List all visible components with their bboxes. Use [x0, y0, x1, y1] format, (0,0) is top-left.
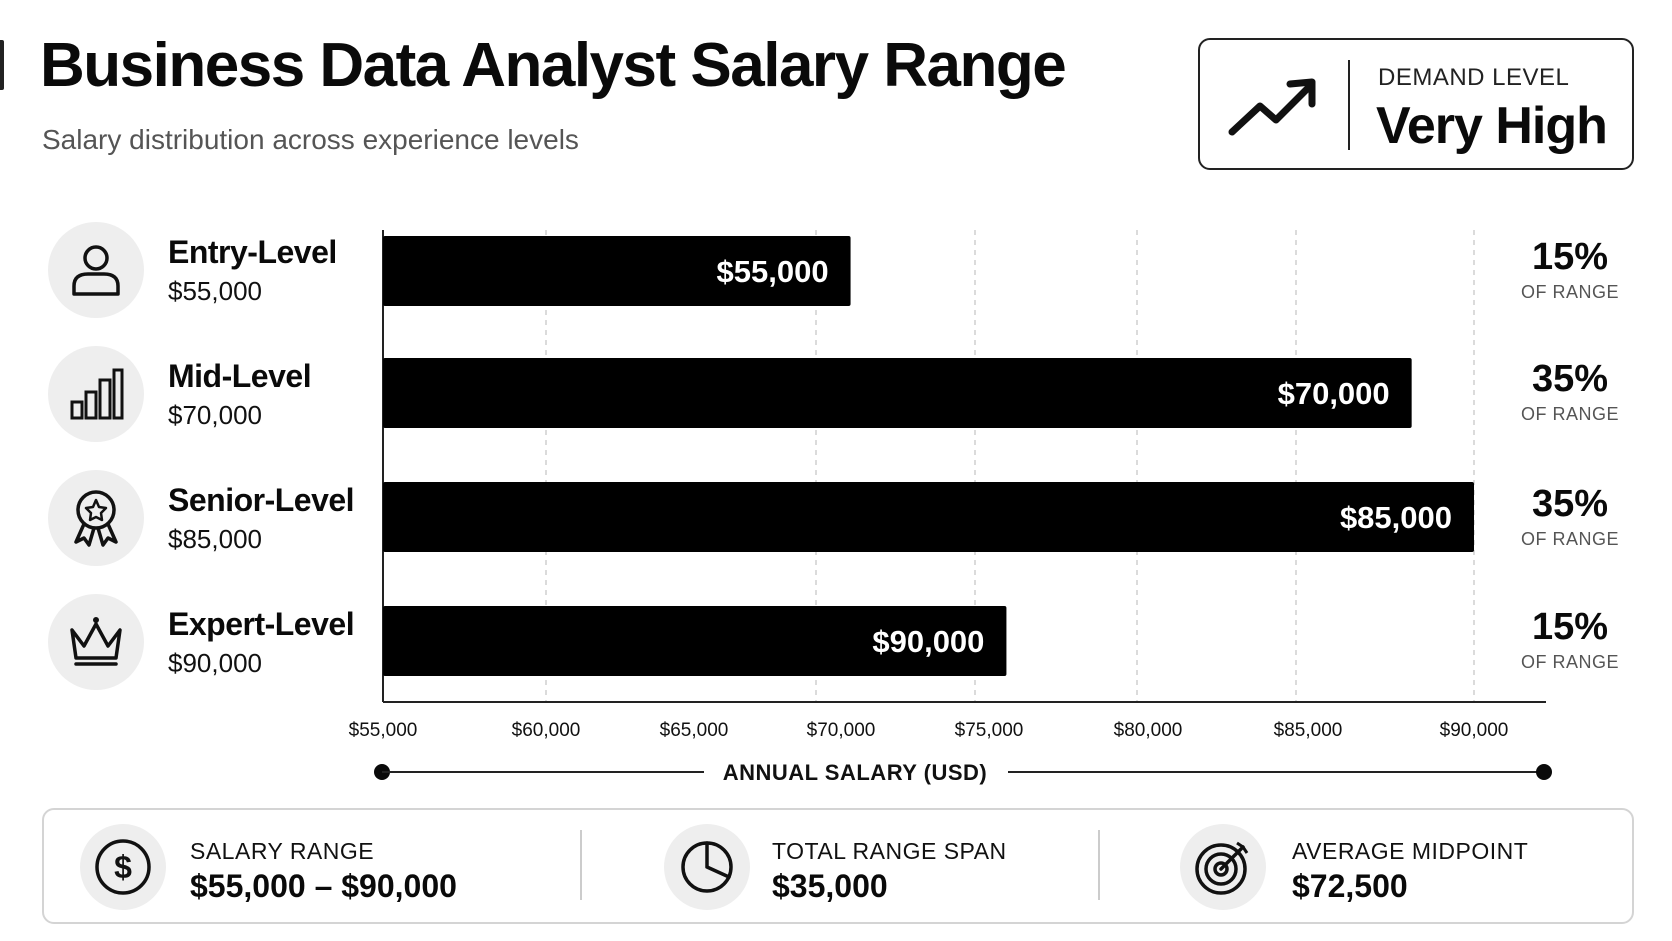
edge-mark	[0, 40, 4, 90]
stat-value-average-midpoint: $72,500	[1292, 868, 1408, 904]
crown-icon	[70, 617, 122, 666]
bar-entry-level	[383, 236, 851, 306]
level-salary-entry: $55,000	[168, 276, 262, 306]
x-tick-label: $85,000	[1274, 720, 1343, 741]
pie-chart-icon	[681, 841, 733, 893]
bar-value-label: $85,000	[1340, 500, 1452, 535]
x-axis-title: ANNUAL SALARY (USD)	[722, 760, 988, 785]
bar-mid-level	[383, 358, 1412, 428]
level-salary-expert: $90,000	[168, 648, 262, 678]
axis-line-left	[382, 771, 704, 773]
level-salary-senior: $85,000	[168, 524, 262, 554]
axis-line-right	[1008, 771, 1544, 773]
level-salary-mid: $70,000	[168, 400, 262, 430]
target-icon	[1195, 841, 1249, 895]
demand-level-card: DEMAND LEVEL Very High	[1198, 38, 1634, 170]
bar-chart-icon	[70, 368, 124, 420]
share-percent-expert: 15%	[1531, 606, 1609, 648]
stat-label-average-midpoint: AVERAGE MIDPOINT	[1292, 838, 1529, 864]
target-icon-badge	[1180, 824, 1266, 910]
axis-end-dot	[1536, 764, 1552, 780]
bar-chart-icon-badge	[48, 346, 144, 442]
share-label-mid: OF RANGE	[1520, 404, 1619, 424]
page-title: Business Data Analyst Salary Range	[40, 31, 1067, 100]
level-name-mid: Mid-Level	[168, 358, 312, 394]
user-icon	[72, 245, 120, 296]
demand-value: Very High	[1376, 97, 1608, 155]
award-ribbon-icon-badge	[48, 470, 144, 566]
x-tick-label: $65,000	[660, 720, 729, 741]
pie-chart-icon-badge	[664, 824, 750, 910]
stat-value-range-span: $35,000	[772, 868, 888, 904]
share-percent-mid: 35%	[1531, 358, 1609, 400]
share-percent-senior: 35%	[1531, 483, 1609, 525]
user-icon-badge	[48, 222, 144, 318]
summary-stats-panel: $ SALARY RANGE $55,000 – $90,000 TOTAL R…	[42, 808, 1634, 924]
stat-divider	[580, 830, 582, 900]
x-tick-label: $90,000	[1440, 720, 1509, 741]
level-name-senior: Senior-Level	[168, 482, 355, 518]
award-ribbon-icon	[74, 490, 118, 547]
x-tick-label: $80,000	[1114, 720, 1183, 741]
x-tick-label: $70,000	[807, 720, 876, 741]
x-tick-label: $75,000	[955, 720, 1024, 741]
stat-value-salary-range: $55,000 – $90,000	[190, 868, 457, 904]
x-tick-label: $55,000	[349, 720, 418, 741]
share-label-expert: OF RANGE	[1520, 652, 1619, 672]
svg-text:$: $	[114, 849, 132, 885]
bar-value-label: $90,000	[872, 624, 984, 659]
x-tick-label: $60,000	[512, 720, 581, 741]
stat-label-range-span: TOTAL RANGE SPAN	[772, 838, 1007, 864]
level-name-expert: Expert-Level	[168, 606, 355, 642]
crown-icon-badge	[48, 594, 144, 690]
demand-label: DEMAND LEVEL	[1378, 64, 1570, 91]
share-percent-entry: 15%	[1531, 236, 1609, 278]
bar-value-label: $55,000	[717, 254, 829, 289]
share-label-senior: OF RANGE	[1520, 529, 1619, 549]
level-name-entry: Entry-Level	[168, 234, 337, 270]
stat-divider	[1098, 830, 1100, 900]
dollar-icon: $	[95, 839, 151, 895]
share-label-entry: OF RANGE	[1520, 282, 1619, 302]
bar-expert-level	[383, 606, 1007, 676]
trending-up-icon	[1228, 78, 1316, 136]
dollar-icon-badge: $	[80, 824, 166, 910]
bar-senior-level	[383, 482, 1474, 552]
page-subtitle: Salary distribution across experience le…	[42, 124, 579, 155]
stat-label-salary-range: SALARY RANGE	[190, 838, 375, 864]
demand-divider	[1348, 60, 1350, 150]
bar-value-label: $70,000	[1278, 376, 1390, 411]
